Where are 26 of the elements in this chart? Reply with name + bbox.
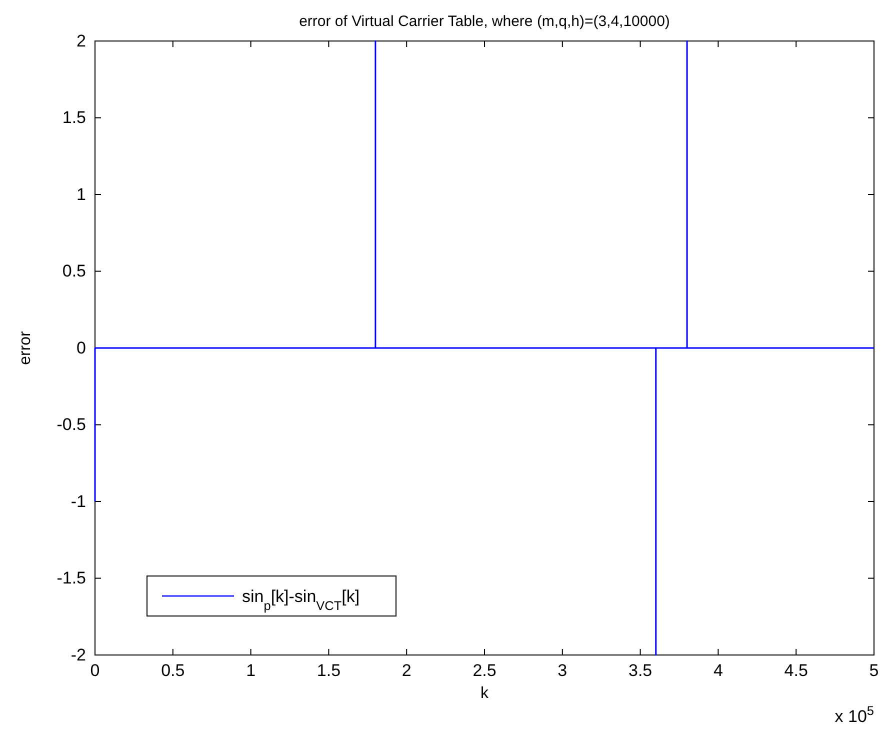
y-tick-label: -2 xyxy=(70,645,86,664)
x-tick-label: 1.5 xyxy=(316,661,341,680)
x-tick-label: 2.5 xyxy=(472,661,496,680)
legend-label: sin$_{p}$[k]-sin$_{VCT}$[k] xyxy=(242,587,360,612)
x-tick-label: 4 xyxy=(713,661,723,680)
y-tick-label: 1 xyxy=(76,184,86,204)
x-tick-label: 3.5 xyxy=(628,661,652,680)
text: x 10$^{5}$ xyxy=(834,702,874,726)
x-tick-label: 2 xyxy=(402,661,412,680)
y-tick-label: -0.5 xyxy=(56,415,86,434)
y-tick-label: 0 xyxy=(76,338,86,358)
y-axis-title: error xyxy=(17,330,34,365)
y-tick-label: 1.5 xyxy=(62,108,86,128)
x-tick-label: 0.5 xyxy=(161,661,185,680)
x-axis-title: k xyxy=(480,685,490,702)
x-tick-label: 5 xyxy=(869,661,879,680)
x-tick-label: 4.5 xyxy=(784,661,808,680)
y-tick-label: -1.5 xyxy=(56,568,86,588)
y-tick-label: 0.5 xyxy=(62,262,86,281)
x-tick-label: 3 xyxy=(558,661,568,680)
x-tick-label: 1 xyxy=(246,661,256,680)
chart-title: error of Virtual Carrier Table, where (m,q,h)=(3,4,10000) xyxy=(299,13,670,30)
line-series xyxy=(94,40,875,656)
y-tick-label: 2 xyxy=(76,31,86,50)
x-tick-label: 0 xyxy=(90,661,100,680)
y-tick-label: -1 xyxy=(70,492,86,511)
